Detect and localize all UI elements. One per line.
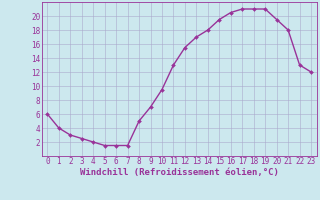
X-axis label: Windchill (Refroidissement éolien,°C): Windchill (Refroidissement éolien,°C)	[80, 168, 279, 177]
